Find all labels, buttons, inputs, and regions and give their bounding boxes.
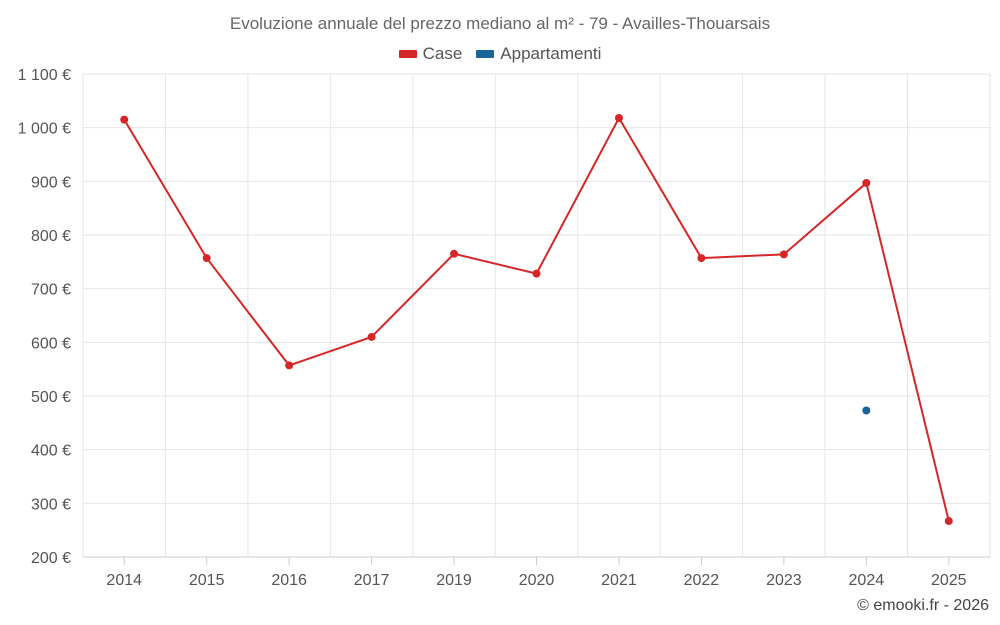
- data-point-case: [120, 115, 129, 124]
- x-tick-label: 2024: [849, 572, 885, 589]
- data-point-case: [285, 361, 294, 370]
- x-tick-label: 2017: [354, 572, 390, 589]
- legend-label-appartamenti: Appartamenti: [500, 44, 602, 63]
- legend-item-appartamenti[interactable]: Appartamenti: [476, 44, 601, 64]
- data-point-case: [367, 332, 376, 341]
- data-point-case: [697, 254, 706, 263]
- x-tick-label: 2023: [766, 572, 802, 589]
- data-point-case: [862, 178, 871, 187]
- data-point-case: [944, 517, 953, 526]
- chart-credit: © emooki.fr - 2026: [857, 597, 989, 614]
- y-tick-label: 200 €: [31, 550, 71, 567]
- legend-swatch-case: [398, 50, 417, 58]
- data-point-case: [450, 249, 459, 258]
- data-point-appartamenti: [862, 406, 871, 415]
- x-tick-label: 2020: [519, 572, 555, 589]
- data-point-case: [614, 114, 623, 123]
- y-tick-label: 400 €: [31, 443, 71, 460]
- x-tick-label: 2019: [436, 572, 472, 589]
- chart-title: Evoluzione annuale del prezzo mediano al…: [229, 14, 771, 33]
- x-tick-label: 2015: [189, 572, 225, 589]
- x-tick-label: 2016: [271, 572, 307, 589]
- data-point-case: [779, 250, 788, 259]
- chart-legend: Case Appartamenti: [0, 44, 1000, 64]
- y-tick-label: 500 €: [31, 389, 71, 406]
- y-tick-label: 1 000 €: [18, 121, 71, 138]
- data-point-case: [202, 254, 211, 263]
- x-tick-label: 2014: [106, 572, 142, 589]
- y-tick-label: 900 €: [31, 174, 71, 191]
- y-tick-label: 600 €: [31, 335, 71, 352]
- y-tick-label: 800 €: [31, 228, 71, 245]
- legend-label-case: Case: [422, 44, 463, 63]
- y-tick-label: 300 €: [31, 496, 71, 513]
- legend-item-case[interactable]: Case: [398, 44, 463, 64]
- x-tick-label: 2022: [684, 572, 720, 589]
- y-tick-label: 700 €: [31, 282, 71, 299]
- y-tick-label: 1 100 €: [18, 67, 71, 84]
- legend-swatch-appartamenti: [476, 50, 495, 58]
- data-point-case: [532, 269, 541, 278]
- x-tick-label: 2021: [601, 572, 637, 589]
- x-tick-label: 2025: [931, 572, 967, 589]
